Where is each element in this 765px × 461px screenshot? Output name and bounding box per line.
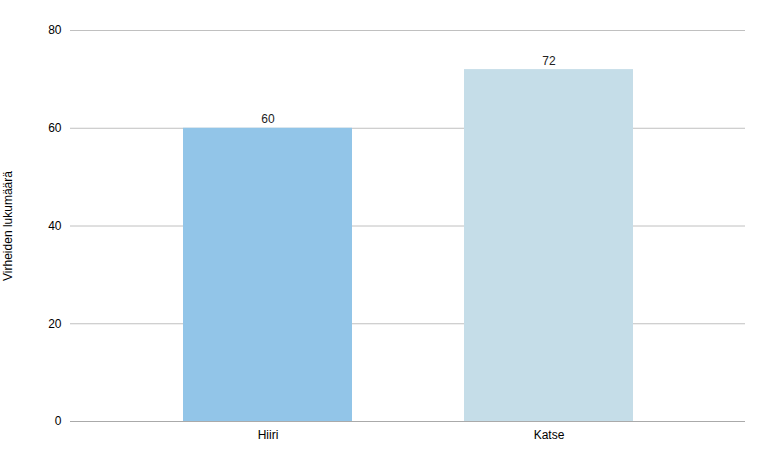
svg-text:20: 20 [48,317,62,331]
svg-text:Virheiden lukumäärä: Virheiden lukumäärä [1,171,15,281]
svg-text:40: 40 [48,219,62,233]
svg-text:60: 60 [261,112,275,126]
svg-text:Hiiri: Hiiri [258,428,279,442]
svg-text:80: 80 [48,23,62,37]
svg-text:0: 0 [55,414,62,428]
svg-text:Katse: Katse [534,428,565,442]
svg-text:60: 60 [48,121,62,135]
svg-text:72: 72 [542,54,556,68]
